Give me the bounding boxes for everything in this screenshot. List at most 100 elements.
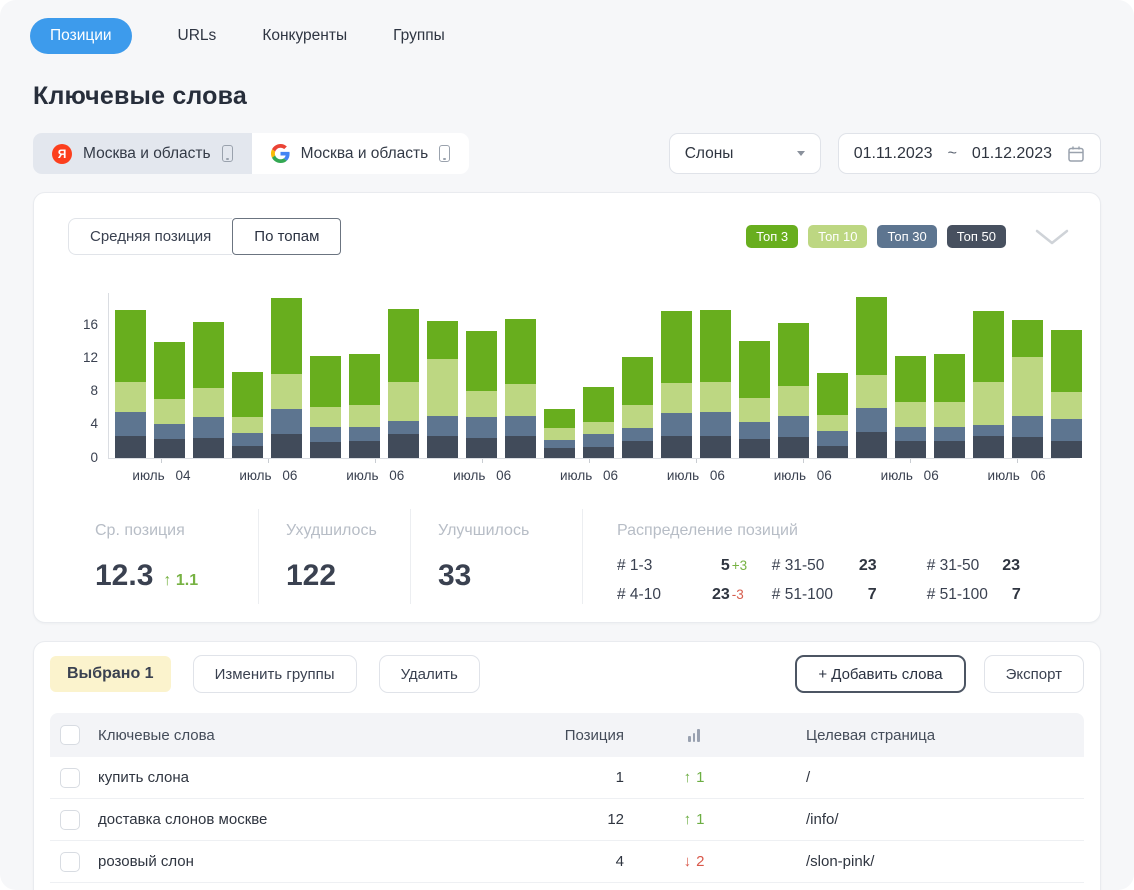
bar-segment bbox=[661, 311, 692, 382]
dynamics-cell: ↑1 bbox=[624, 811, 764, 828]
arrow-up-icon: ↑ bbox=[684, 769, 692, 786]
stacked-bar[interactable] bbox=[583, 387, 614, 458]
position-cell: 1 bbox=[494, 769, 624, 786]
stacked-bar[interactable] bbox=[817, 373, 848, 458]
tab-positions[interactable]: Позиции bbox=[30, 18, 132, 54]
bar-segment bbox=[583, 434, 614, 447]
stacked-bar[interactable] bbox=[466, 331, 497, 458]
edit-groups-button[interactable]: Изменить группы bbox=[193, 655, 357, 693]
stacked-bar[interactable] bbox=[973, 311, 1004, 458]
stacked-bar[interactable] bbox=[1012, 320, 1043, 458]
bar-segment bbox=[388, 382, 419, 422]
bar-segment bbox=[817, 431, 848, 445]
y-tick-label: 8 bbox=[90, 384, 98, 398]
bar-segment bbox=[232, 446, 263, 459]
stacked-bar[interactable] bbox=[895, 356, 926, 458]
bar-segment bbox=[778, 416, 809, 438]
bar-segment bbox=[115, 436, 146, 458]
bar-segment bbox=[544, 409, 575, 428]
range-count: 23 bbox=[696, 586, 730, 604]
tab-urls[interactable]: URLs bbox=[178, 27, 217, 45]
stacked-bar[interactable] bbox=[1051, 330, 1082, 458]
bar-segment bbox=[466, 391, 497, 418]
stacked-bar[interactable] bbox=[505, 319, 536, 458]
bar-segment bbox=[778, 437, 809, 458]
range-label: # 4-10 bbox=[617, 586, 661, 604]
group-select[interactable]: Слоны bbox=[669, 133, 821, 174]
row-checkbox[interactable] bbox=[60, 768, 80, 788]
stacked-bar[interactable] bbox=[544, 409, 575, 458]
stacked-bar[interactable] bbox=[115, 310, 146, 458]
bar-segment bbox=[739, 422, 770, 439]
bar-segment bbox=[310, 356, 341, 408]
tab-groups[interactable]: Группы bbox=[393, 27, 445, 45]
position-distribution: Распределение позиций # 1-35+3# 4-1023-3… bbox=[582, 509, 1070, 604]
bar-segment bbox=[1012, 357, 1043, 416]
toggle-average-position[interactable]: Средняя позиция bbox=[68, 218, 232, 255]
bar-segment bbox=[700, 310, 731, 381]
stacked-bar[interactable] bbox=[778, 323, 809, 458]
bar-segment bbox=[817, 373, 848, 415]
row-checkbox[interactable] bbox=[60, 810, 80, 830]
bar-segment bbox=[973, 311, 1004, 382]
stacked-bar[interactable] bbox=[349, 354, 380, 458]
row-checkbox[interactable] bbox=[60, 852, 80, 872]
stats-row: Ср. позиция 12.3 ↑ 1.1 Ухудшилось 122 Ул… bbox=[68, 509, 1070, 604]
stacked-bar[interactable] bbox=[739, 341, 770, 458]
legend-badge-Топ-3[interactable]: Топ 3 bbox=[746, 225, 798, 248]
stacked-bar[interactable] bbox=[271, 298, 302, 458]
bar-segment bbox=[154, 439, 185, 458]
tab-competitors[interactable]: Конкуренты bbox=[262, 27, 347, 45]
mobile-device-icon bbox=[439, 145, 450, 162]
collapse-chart-button[interactable] bbox=[1034, 228, 1070, 246]
export-button[interactable]: Экспорт bbox=[984, 655, 1084, 693]
legend-badge-Топ-50[interactable]: Топ 50 bbox=[947, 225, 1006, 248]
bar-segment bbox=[271, 374, 302, 409]
add-words-button[interactable]: + Добавить слова bbox=[795, 655, 965, 693]
bar-segment bbox=[115, 412, 146, 435]
bar-segment bbox=[895, 441, 926, 458]
x-tick-label: июль 04 bbox=[108, 459, 215, 483]
engine-yandex[interactable]: Я Москва и область bbox=[33, 133, 252, 174]
stacked-bar[interactable] bbox=[856, 297, 887, 458]
bar-segment bbox=[427, 359, 458, 415]
bar-segment bbox=[934, 427, 965, 441]
legend-badge-Топ-30[interactable]: Топ 30 bbox=[877, 225, 936, 248]
x-tick-mark bbox=[161, 459, 162, 463]
bar-segment bbox=[466, 417, 497, 438]
stacked-bar[interactable] bbox=[232, 372, 263, 458]
target-page-cell: / bbox=[764, 769, 1084, 786]
group-select-value: Слоны bbox=[685, 145, 734, 163]
stacked-bar[interactable] bbox=[388, 309, 419, 458]
bar-segment bbox=[544, 440, 575, 448]
bar-segment bbox=[739, 398, 770, 422]
stacked-bar[interactable] bbox=[661, 311, 692, 458]
toggle-by-tops[interactable]: По топам bbox=[232, 218, 341, 255]
legend-badge-Топ-10[interactable]: Топ 10 bbox=[808, 225, 867, 248]
y-tick-label: 4 bbox=[90, 417, 98, 431]
yandex-icon: Я bbox=[52, 144, 72, 164]
bar-segment bbox=[817, 415, 848, 432]
bar-segment bbox=[1051, 441, 1082, 458]
stacked-bar[interactable] bbox=[700, 310, 731, 458]
column-dynamics bbox=[624, 729, 764, 742]
bar-segment bbox=[349, 427, 380, 442]
delete-button[interactable]: Удалить bbox=[379, 655, 480, 693]
target-page-cell: /slon-pink/ bbox=[764, 853, 1084, 870]
stacked-bar[interactable] bbox=[193, 322, 224, 458]
engine-google[interactable]: Москва и область bbox=[252, 133, 470, 174]
date-range-picker[interactable]: 01.11.2023 ~ 01.12.2023 bbox=[838, 133, 1101, 174]
stacked-bar[interactable] bbox=[622, 357, 653, 458]
arrow-up-icon: ↑ bbox=[684, 811, 692, 828]
bar-segment bbox=[1012, 320, 1043, 357]
stacked-bar[interactable] bbox=[310, 356, 341, 458]
stacked-bar[interactable] bbox=[934, 354, 965, 458]
bar-segment bbox=[505, 416, 536, 437]
y-tick-label: 16 bbox=[83, 318, 98, 332]
bar-segment bbox=[115, 310, 146, 382]
bar-segment bbox=[856, 408, 887, 432]
stacked-bar[interactable] bbox=[154, 342, 185, 458]
select-all-checkbox[interactable] bbox=[60, 725, 80, 745]
bar-segment bbox=[739, 439, 770, 458]
stacked-bar[interactable] bbox=[427, 321, 458, 458]
